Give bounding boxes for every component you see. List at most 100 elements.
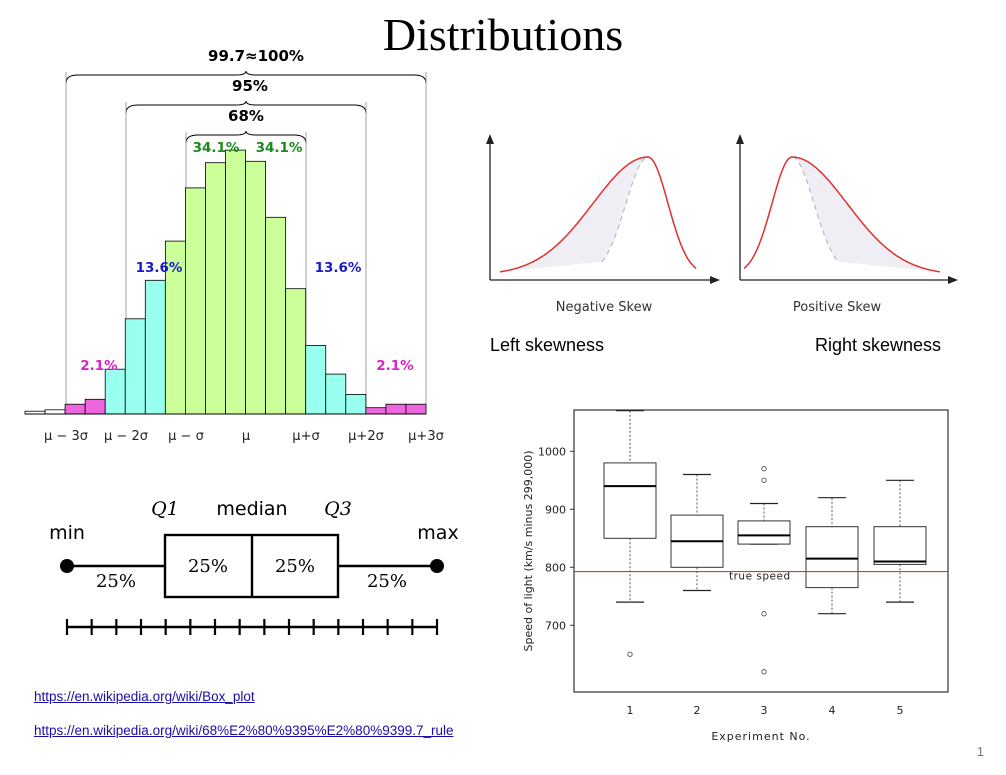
outlier-point — [761, 477, 767, 483]
tail-right-label: 2.1% — [376, 358, 414, 374]
slide-title: Distributions — [382, 9, 624, 60]
experiment-box-4 — [805, 497, 859, 615]
brace-99-label: 99.7≈100% — [208, 47, 304, 65]
negative-skew-curve — [499, 156, 697, 273]
brace-95-label: 95% — [232, 77, 268, 95]
y-tick-label: 700 — [545, 619, 566, 632]
x-tick-label: 5 — [897, 704, 904, 717]
q3-label: Q3 — [324, 498, 352, 520]
outlier-point — [761, 611, 767, 617]
center-left-label: 34.1% — [193, 140, 240, 156]
outlier-point — [761, 466, 767, 472]
positive-skew-label: Positive Skew — [793, 300, 882, 315]
median-label: median — [216, 498, 287, 520]
experiment-boxes — [603, 410, 927, 675]
max-label: max — [417, 522, 458, 544]
segment-label-2: 25% — [188, 556, 228, 577]
negative-skew-panel: Negative Skew — [486, 134, 720, 315]
normal-distribution-histogram: μ − 3σ μ − 2σ μ − σ μ μ+σ μ+2σ μ+3σ 99.7≈100% … — [24, 47, 444, 444]
histogram-bar — [64, 403, 86, 415]
iqr-box — [873, 526, 927, 565]
speed-of-light-boxplot: Speed of light (km/s minus 299,000) Expe… — [522, 409, 949, 743]
y-tick-label: 1000 — [538, 445, 566, 458]
sigma-tick-label: μ+3σ — [408, 429, 444, 444]
experiment-box-3 — [737, 466, 791, 675]
histogram-bar — [305, 344, 327, 415]
histogram-bar — [104, 368, 126, 415]
iqr-box — [805, 526, 859, 589]
positive-skew-panel: Positive Skew — [736, 134, 958, 315]
negative-skew-label: Negative Skew — [556, 300, 653, 315]
x-tick-label: 4 — [829, 704, 836, 717]
y-axis-title: Speed of light (km/s minus 299,000) — [522, 451, 535, 652]
positive-skew-x-arrow — [948, 276, 958, 284]
skewness-diagrams: Negative Skew Positive Skew — [486, 134, 958, 315]
empirical-rule-link[interactable]: https://en.wikipedia.org/wiki/68%E2%80%9… — [34, 723, 454, 738]
outlier-point — [627, 651, 633, 657]
page-number: 1 — [976, 744, 984, 759]
box-plot-link[interactable]: https://en.wikipedia.org/wiki/Box_plot — [34, 689, 255, 704]
histogram-bar — [84, 398, 106, 415]
segment-label-1: 25% — [96, 571, 136, 592]
x-tick-label: 1 — [627, 704, 634, 717]
percentage-brace — [125, 100, 367, 114]
x-tick-label: 2 — [694, 704, 701, 717]
histogram-bar — [44, 409, 66, 415]
brace-68-label: 68% — [228, 107, 264, 125]
sigma-tick-labels: μ − 3σ μ − 2σ μ − σ μ μ+σ μ+2σ μ+3σ — [44, 429, 444, 444]
sigma-tick-label: μ − 3σ — [44, 429, 88, 444]
min-point — [60, 559, 74, 573]
center-right-label: 34.1% — [256, 140, 303, 156]
x-tick-label: 3 — [761, 704, 768, 717]
mid-right-label: 13.6% — [315, 260, 362, 276]
histogram-bar — [365, 407, 387, 415]
iqr-box — [603, 462, 657, 539]
q1-label: Q1 — [151, 498, 179, 520]
positive-skew-shaded-area — [792, 157, 940, 272]
sigma-tick-label: μ+σ — [292, 429, 319, 444]
histogram-bar — [225, 149, 246, 415]
experiment-box-1 — [603, 410, 657, 657]
mid-left-label: 13.6% — [136, 260, 183, 276]
sigma-tick-label: μ − 2σ — [104, 429, 148, 444]
sigma-tick-label: μ+2σ — [348, 429, 384, 444]
histogram-bar — [184, 187, 206, 415]
tail-left-label: 2.1% — [80, 358, 118, 374]
experiment-box-2 — [670, 473, 724, 592]
box-plot-schematic: min max Q1 median Q3 25% 25% 25% 25% — [49, 498, 459, 635]
histogram-bar — [385, 403, 407, 415]
x-tick-labels: 1 2 3 4 5 — [627, 704, 904, 717]
segment-label-3: 25% — [275, 556, 315, 577]
min-label: min — [49, 522, 85, 544]
percentage-braces — [65, 70, 427, 144]
histogram-bar — [265, 216, 287, 415]
positive-skew-reference-normal — [792, 156, 839, 263]
histogram-bar — [245, 160, 267, 415]
percentage-brace — [185, 130, 307, 144]
max-point — [430, 559, 444, 573]
true-speed-label: true speed — [729, 571, 791, 583]
positive-skew-y-arrow — [736, 134, 744, 144]
left-skewness-caption: Left skewness — [490, 335, 605, 355]
histogram-bar — [345, 393, 367, 415]
sigma-tick-label: μ − σ — [168, 429, 204, 444]
negative-skew-shaded-area — [500, 157, 648, 272]
y-tick-label: 800 — [545, 561, 566, 574]
scale-ticks — [65, 619, 439, 635]
y-tick-labels: 700 800 900 1000 — [538, 445, 574, 632]
positive-skew-curve — [743, 156, 941, 273]
plot-frame — [573, 409, 949, 693]
histogram-bar — [124, 318, 146, 415]
iqr-box — [737, 520, 791, 545]
negative-skew-reference-normal — [601, 156, 648, 263]
x-axis-title: Experiment No. — [711, 730, 810, 743]
negative-skew-y-arrow — [486, 134, 494, 144]
histogram-bar — [285, 288, 307, 415]
outlier-point — [761, 669, 767, 675]
histogram-bar — [325, 373, 347, 415]
histogram-bar — [405, 403, 427, 415]
segment-label-4: 25% — [367, 571, 407, 592]
y-tick-label: 900 — [545, 503, 566, 516]
experiment-box-5 — [873, 479, 927, 603]
sigma-tick-label: μ — [242, 429, 250, 444]
